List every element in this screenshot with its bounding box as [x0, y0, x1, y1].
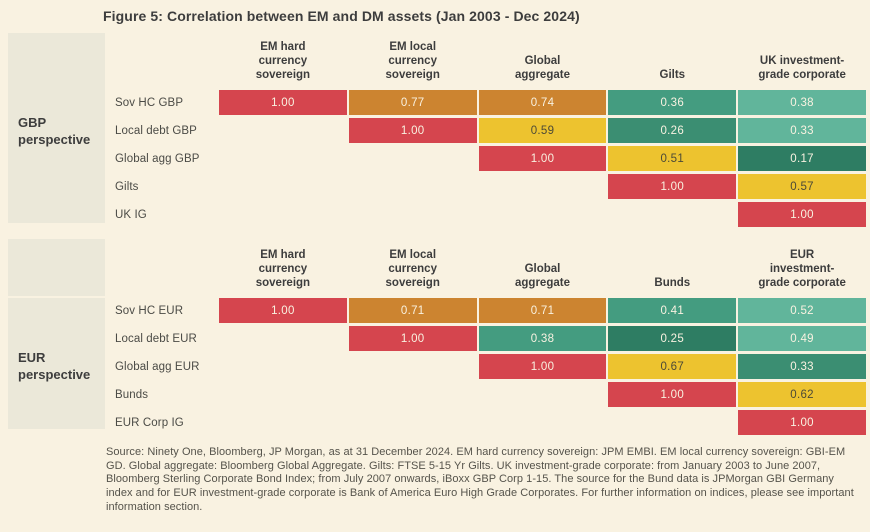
matrix-corner	[115, 33, 217, 87]
matrix-corner	[115, 239, 217, 295]
matrix-cell: 0.52	[738, 298, 866, 323]
row-label: UK IG	[115, 208, 147, 221]
column-header: EM local currency sovereign	[385, 40, 440, 81]
matrix-cell-empty	[608, 202, 736, 227]
matrix-cell: 0.67	[608, 354, 737, 379]
matrix-cell-empty	[219, 118, 347, 143]
row-label: EUR Corp IG	[115, 416, 184, 429]
gbp-perspective-label: GBP perspective	[18, 115, 91, 147]
matrix-cell: 0.51	[608, 146, 737, 171]
eur-correlation-matrix: EM hard currency sovereign EM local curre…	[115, 239, 866, 435]
matrix-cell: 1.00	[608, 174, 737, 199]
matrix-cell: 0.77	[348, 90, 477, 115]
matrix-cell: 0.26	[608, 118, 737, 143]
column-header: Gilts	[659, 68, 686, 81]
matrix-cell: 0.62	[738, 382, 866, 407]
matrix-cell-empty	[219, 174, 347, 199]
matrix-cell-empty	[479, 410, 607, 435]
matrix-cell-empty	[349, 410, 477, 435]
matrix-cell: 0.57	[738, 174, 866, 199]
row-label: Gilts	[115, 180, 139, 193]
eur-perspective-label: EUR perspective	[18, 350, 91, 382]
column-header: UK investment- grade corporate	[758, 54, 846, 81]
column-header: EUR investment- grade corporate	[758, 248, 846, 289]
row-label: Bunds	[115, 388, 149, 401]
eur-perspective-panel: EUR perspective	[8, 298, 105, 429]
matrix-cell: 0.41	[608, 298, 737, 323]
row-label: Global agg GBP	[115, 152, 200, 165]
column-header: Global aggregate	[515, 54, 570, 81]
row-label: Sov HC GBP	[115, 96, 184, 109]
column-header: EM local currency sovereign	[385, 248, 440, 289]
matrix-cell: 0.59	[478, 118, 607, 143]
matrix-cell-empty	[479, 202, 607, 227]
matrix-cell-empty	[349, 202, 477, 227]
column-header: Global aggregate	[515, 262, 570, 289]
matrix-cell-empty	[349, 174, 477, 199]
matrix-cell-empty	[608, 410, 736, 435]
matrix-cell: 0.33	[738, 354, 866, 379]
matrix-cell: 0.49	[738, 326, 866, 351]
matrix-cell: 1.00	[608, 382, 737, 407]
column-header: EM hard currency sovereign	[255, 248, 311, 289]
matrix-cell: 1.00	[219, 298, 347, 323]
matrix-cell-empty	[479, 382, 607, 407]
row-label: Global agg EUR	[115, 360, 200, 373]
matrix-cell: 0.36	[608, 90, 737, 115]
column-header: Bunds	[654, 276, 691, 289]
matrix-cell-empty	[219, 410, 347, 435]
matrix-cell: 0.17	[738, 146, 866, 171]
eur-perspective-panel-top	[8, 239, 105, 296]
matrix-cell: 0.71	[478, 298, 607, 323]
gbp-correlation-matrix: EM hard currency sovereign EM local curre…	[115, 33, 866, 227]
matrix-cell-empty	[219, 326, 347, 351]
matrix-cell: 0.74	[478, 90, 607, 115]
matrix-cell-empty	[219, 354, 347, 379]
matrix-cell-empty	[349, 146, 477, 171]
matrix-cell: 1.00	[478, 146, 607, 171]
figure-title: Figure 5: Correlation between EM and DM …	[103, 8, 580, 24]
matrix-cell: 1.00	[348, 118, 477, 143]
matrix-cell-empty	[479, 174, 607, 199]
row-label: Sov HC EUR	[115, 304, 184, 317]
row-label: Local debt EUR	[115, 332, 197, 345]
matrix-cell: 1.00	[478, 354, 607, 379]
matrix-cell: 1.00	[219, 90, 347, 115]
gbp-perspective-panel: GBP perspective	[8, 33, 105, 223]
source-note: Source: Ninety One, Bloomberg, JP Morgan…	[106, 446, 854, 513]
matrix-cell: 0.38	[478, 326, 607, 351]
matrix-cell-empty	[349, 354, 477, 379]
matrix-cell: 1.00	[348, 326, 477, 351]
matrix-cell-empty	[349, 382, 477, 407]
matrix-cell: 1.00	[738, 202, 866, 227]
matrix-cell-empty	[219, 146, 347, 171]
row-label: Local debt GBP	[115, 124, 197, 137]
matrix-cell-empty	[219, 202, 347, 227]
column-header: EM hard currency sovereign	[255, 40, 311, 81]
matrix-cell: 0.38	[738, 90, 866, 115]
matrix-cell: 1.00	[738, 410, 866, 435]
matrix-cell: 0.25	[608, 326, 737, 351]
matrix-cell: 0.71	[348, 298, 477, 323]
matrix-cell-empty	[219, 382, 347, 407]
matrix-cell: 0.33	[738, 118, 866, 143]
